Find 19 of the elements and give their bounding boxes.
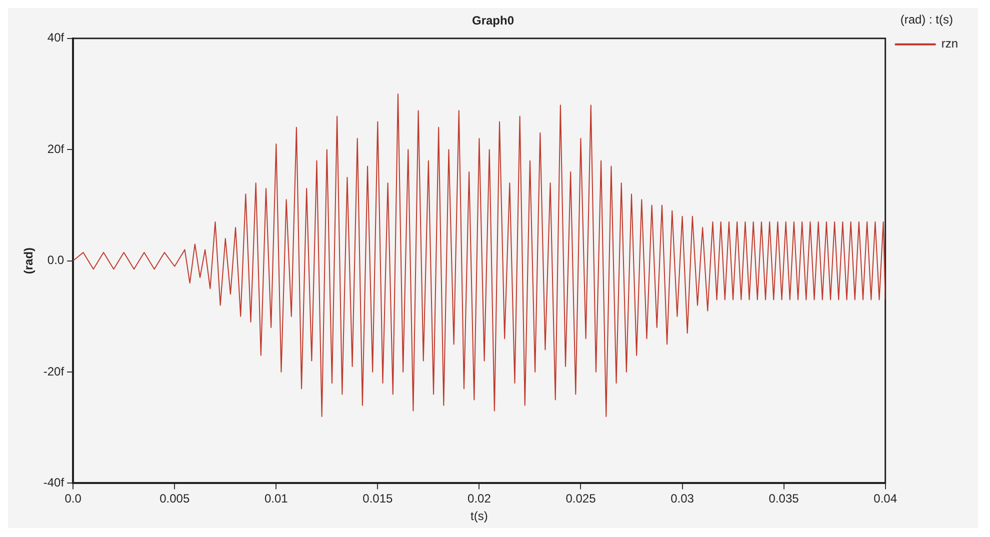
y-tick-label: -20f — [43, 364, 65, 378]
y-tick-label: -40f — [43, 476, 65, 490]
chart-title: Graph0 — [472, 14, 514, 28]
legend-label: rzn — [941, 36, 958, 51]
y-tick-label: 0.0 — [47, 253, 64, 268]
x-axis-title: t(s) — [470, 509, 488, 524]
x-tick-label: 0.04 — [874, 492, 898, 506]
x-tick-label: 0.015 — [362, 492, 394, 506]
x-tick-label: 0.005 — [160, 492, 190, 506]
y-tick-label: 40f — [47, 30, 65, 45]
legend-title: (rad) : t(s) — [900, 12, 953, 26]
x-tick-label: 0.02 — [468, 492, 492, 506]
y-tick-label: 20f — [47, 142, 65, 156]
x-tick-label: 0.025 — [566, 492, 596, 506]
x-tick-label: 0.01 — [264, 492, 288, 506]
x-tick-label: 0.0 — [64, 492, 82, 506]
x-tick-label: 0.03 — [670, 492, 694, 506]
y-axis-title: (rad) — [22, 247, 36, 274]
x-tick-label: 0.035 — [768, 492, 800, 506]
